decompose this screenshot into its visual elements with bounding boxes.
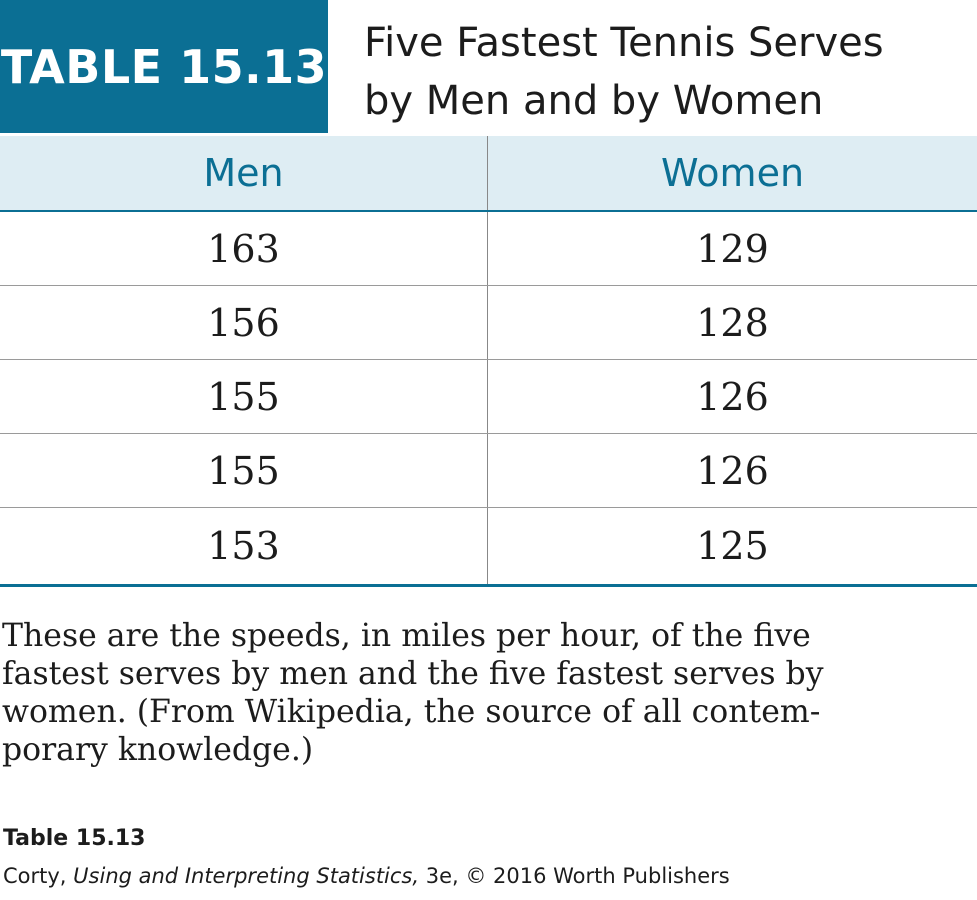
- cell-men: 155: [0, 360, 488, 433]
- note-line-1: These are the speeds, in miles per hour,…: [2, 618, 811, 654]
- cell-women: 125: [696, 524, 769, 568]
- table-header: TABLE 15.13 Five Fastest Tennis Serves b…: [0, 0, 977, 133]
- note-line-3: women. (From Wikipedia, the source of al…: [2, 694, 821, 730]
- source-credit: Corty, Using and Interpreting Statistics…: [3, 864, 730, 888]
- cell-women: 126: [696, 448, 769, 493]
- title-line-2: by Men and by Women: [364, 78, 824, 124]
- table-row: 155 126: [0, 434, 977, 508]
- credit-prefix: Corty,: [3, 864, 74, 888]
- cell-men: 155: [0, 434, 488, 507]
- cell-women: 126: [696, 374, 769, 419]
- note-line-4: porary knowledge.): [2, 732, 314, 768]
- credit-book-title: Using and Interpreting Statistics,: [73, 864, 420, 888]
- cell-men: 156: [0, 286, 488, 359]
- table-title: Five Fastest Tennis Serves by Men and by…: [364, 14, 964, 130]
- table-label: TABLE 15.13: [0, 39, 328, 94]
- column-header-men: Men: [0, 136, 488, 210]
- cell-men: 153: [0, 508, 488, 584]
- table-row: 155 126: [0, 360, 977, 434]
- credit-suffix: 3e, © 2016 Worth Publishers: [419, 864, 730, 888]
- cell-men: 163: [0, 212, 488, 285]
- table-label-box: TABLE 15.13: [0, 0, 328, 133]
- table-note: These are the speeds, in miles per hour,…: [2, 617, 967, 769]
- column-header-women: Women: [660, 151, 805, 195]
- data-table: Men Women 163 129 156 128 155 126 155 12…: [0, 136, 977, 587]
- table-row: 153 125: [0, 508, 977, 587]
- table-row: 163 129: [0, 212, 977, 286]
- cell-women: 129: [696, 226, 769, 271]
- table-row: 156 128: [0, 286, 977, 360]
- cell-women: 128: [696, 300, 769, 345]
- figure-caption: Table 15.13: [3, 826, 146, 851]
- note-line-2: fastest serves by men and the five faste…: [2, 656, 824, 692]
- column-header-row: Men Women: [0, 136, 977, 212]
- title-line-1: Five Fastest Tennis Serves: [364, 20, 884, 66]
